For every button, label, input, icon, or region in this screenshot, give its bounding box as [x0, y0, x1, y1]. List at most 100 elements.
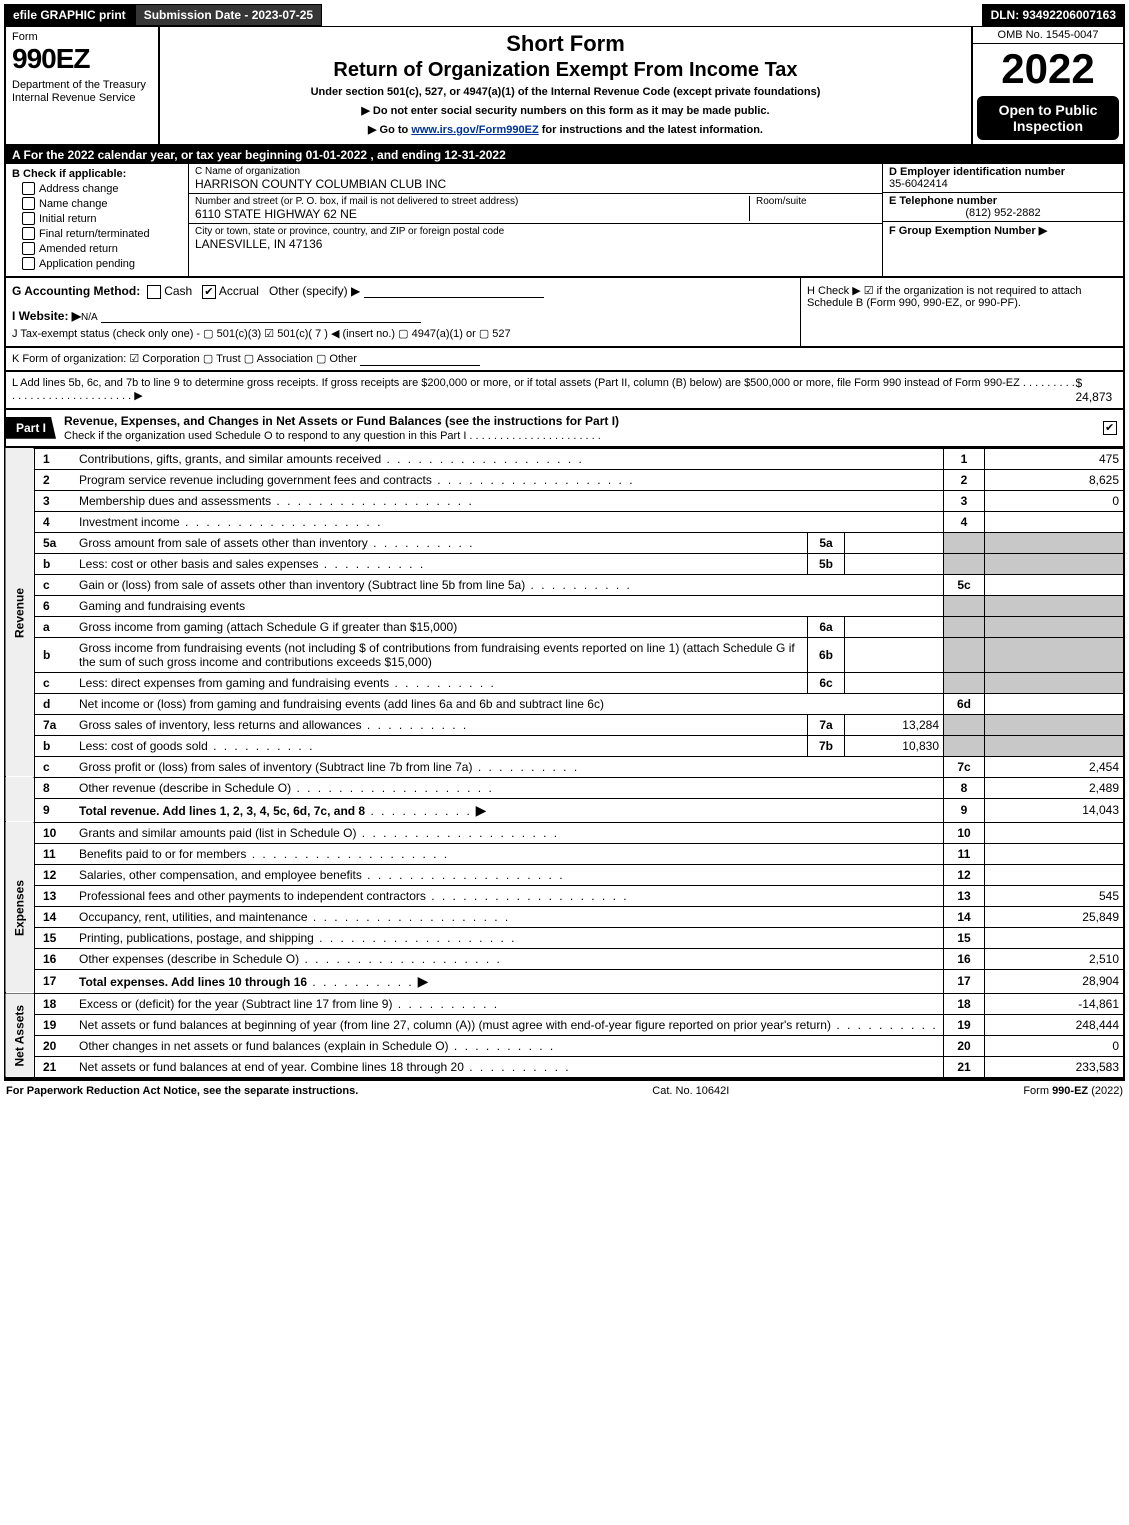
line-5a: 5a Gross amount from sale of assets othe… — [5, 532, 1124, 553]
page-footer: For Paperwork Reduction Act Notice, see … — [4, 1079, 1125, 1097]
footer-cat-no: Cat. No. 10642I — [652, 1085, 729, 1097]
top-bar: efile GRAPHIC print Submission Date - 20… — [4, 4, 1125, 26]
row-a-tax-year: A For the 2022 calendar year, or tax yea… — [4, 146, 1125, 164]
part-1-schedule-o-check[interactable] — [1103, 420, 1117, 435]
line-6a: a Gross income from gaming (attach Sched… — [5, 616, 1124, 637]
ein-label: D Employer identification number — [889, 166, 1117, 178]
line-2: 2 Program service revenue including gove… — [5, 469, 1124, 490]
website-field[interactable] — [101, 310, 421, 323]
line-13: 13 Professional fees and other payments … — [5, 885, 1124, 906]
line-7a: 7a Gross sales of inventory, less return… — [5, 714, 1124, 735]
gh-left: G Accounting Method: Cash Accrual Other … — [6, 278, 800, 346]
opt-initial-return[interactable]: Initial return — [22, 212, 182, 225]
line-10: Expenses 10 Grants and similar amounts p… — [5, 822, 1124, 843]
row-k-form-org: K Form of organization: ☑ Corporation ▢ … — [4, 348, 1125, 372]
line-9: 9 Total revenue. Add lines 1, 2, 3, 4, 5… — [5, 798, 1124, 822]
checkbox-icon — [1103, 421, 1117, 435]
gross-receipts-amount: $ 24,873 — [1075, 376, 1117, 404]
expenses-side-label: Expenses — [5, 822, 35, 993]
other-org-field[interactable] — [360, 353, 480, 366]
line-18-value: -14,861 — [985, 993, 1125, 1014]
addr-label: Number and street (or P. O. box, if mail… — [195, 196, 749, 207]
revenue-side-label: Revenue — [5, 448, 35, 777]
col-de-ids: D Employer identification number 35-6042… — [882, 164, 1123, 276]
ein-value: 35-6042414 — [889, 178, 1117, 190]
line-17: 17 Total expenses. Add lines 10 through … — [5, 969, 1124, 993]
line-21-value: 233,583 — [985, 1056, 1125, 1078]
form-word: Form — [12, 31, 152, 43]
checkbox-icon — [22, 197, 35, 210]
line-14: 14 Occupancy, rent, utilities, and maint… — [5, 906, 1124, 927]
line-5c-value — [985, 574, 1125, 595]
block-ghij: G Accounting Method: Cash Accrual Other … — [4, 278, 1125, 348]
line-19-value: 248,444 — [985, 1014, 1125, 1035]
city-label: City or town, state or province, country… — [195, 226, 876, 237]
line-5a-value — [845, 532, 944, 553]
row-i-website: I Website: ▶N/A — [12, 309, 794, 323]
line-11-value — [985, 843, 1125, 864]
dept-label: Department of the Treasury Internal Reve… — [12, 79, 152, 105]
line-6c: c Less: direct expenses from gaming and … — [5, 672, 1124, 693]
checkbox-icon — [22, 182, 35, 195]
checkbox-icon[interactable] — [147, 285, 161, 299]
instruction-1: ▶ Do not enter social security numbers o… — [168, 104, 963, 117]
row-l-gross-receipts: L Add lines 5b, 6c, and 7b to line 9 to … — [4, 372, 1125, 410]
checkbox-icon[interactable] — [202, 285, 216, 299]
under-section-text: Under section 501(c), 527, or 4947(a)(1)… — [168, 86, 963, 98]
line-9-value: 14,043 — [985, 798, 1125, 822]
line-20-value: 0 — [985, 1035, 1125, 1056]
line-4-value — [985, 511, 1125, 532]
room-label: Room/suite — [756, 196, 876, 207]
part-1-table: Revenue 1 Contributions, gifts, grants, … — [4, 448, 1125, 1079]
line-15-value — [985, 927, 1125, 948]
line-6b: b Gross income from fundraising events (… — [5, 637, 1124, 672]
line-20: 20 Other changes in net assets or fund b… — [5, 1035, 1124, 1056]
opt-address-change[interactable]: Address change — [22, 182, 182, 195]
org-name-label: C Name of organization — [195, 166, 876, 177]
checkbox-icon — [22, 212, 35, 225]
dln-label: DLN: 93492206007163 — [982, 4, 1125, 26]
row-g-accounting: G Accounting Method: Cash Accrual Other … — [12, 284, 794, 299]
line-3-value: 0 — [985, 490, 1125, 511]
line-16: 16 Other expenses (describe in Schedule … — [5, 948, 1124, 969]
city-value: LANESVILLE, IN 47136 — [195, 237, 876, 251]
opt-application-pending[interactable]: Application pending — [22, 257, 182, 270]
part-1-tag: Part I — [6, 417, 56, 439]
form-header: Form 990EZ Department of the Treasury In… — [4, 26, 1125, 146]
line-6: 6 Gaming and fundraising events — [5, 595, 1124, 616]
line-7c: c Gross profit or (loss) from sales of i… — [5, 756, 1124, 777]
opt-amended-return[interactable]: Amended return — [22, 242, 182, 255]
part-1-title: Revenue, Expenses, and Changes in Net As… — [56, 410, 1103, 446]
checkbox-icon — [22, 242, 35, 255]
row-j-tax-exempt: J Tax-exempt status (check only one) - ▢… — [12, 327, 794, 340]
line-6c-value — [845, 672, 944, 693]
line-2-value: 8,625 — [985, 469, 1125, 490]
part-1-header: Part I Revenue, Expenses, and Changes in… — [4, 410, 1125, 448]
line-1-value: 475 — [985, 448, 1125, 469]
form-id-block: Form 990EZ Department of the Treasury In… — [6, 27, 160, 144]
line-4: 4 Investment income 4 — [5, 511, 1124, 532]
efile-print-label[interactable]: efile GRAPHIC print — [4, 4, 135, 26]
form-right-block: OMB No. 1545-0047 2022 Open to Public In… — [973, 27, 1123, 144]
phone-value: (812) 952-2882 — [889, 207, 1117, 219]
other-specify-field[interactable] — [364, 285, 544, 298]
checkbox-icon — [22, 227, 35, 240]
line-17-value: 28,904 — [985, 969, 1125, 993]
line-7c-value: 2,454 — [985, 756, 1125, 777]
line-8: 8 Other revenue (describe in Schedule O)… — [5, 777, 1124, 798]
opt-final-return[interactable]: Final return/terminated — [22, 227, 182, 240]
opt-name-change[interactable]: Name change — [22, 197, 182, 210]
line-14-value: 25,849 — [985, 906, 1125, 927]
line-18: Net Assets 18 Excess or (deficit) for th… — [5, 993, 1124, 1014]
col-b-header: B Check if applicable: — [12, 168, 182, 180]
line-6d: d Net income or (loss) from gaming and f… — [5, 693, 1124, 714]
instruction-2: ▶ Go to www.irs.gov/Form990EZ for instru… — [168, 123, 963, 136]
org-name-value: HARRISON COUNTY COLUMBIAN CLUB INC — [195, 177, 876, 191]
row-h-schedule-b: H Check ▶ ☑ if the organization is not r… — [800, 278, 1123, 346]
line-12-value — [985, 864, 1125, 885]
line-3: 3 Membership dues and assessments 3 0 — [5, 490, 1124, 511]
irs-link[interactable]: www.irs.gov/Form990EZ — [411, 124, 538, 136]
line-5b: b Less: cost or other basis and sales ex… — [5, 553, 1124, 574]
footer-paperwork: For Paperwork Reduction Act Notice, see … — [6, 1085, 358, 1097]
short-form-title: Short Form — [168, 31, 963, 57]
